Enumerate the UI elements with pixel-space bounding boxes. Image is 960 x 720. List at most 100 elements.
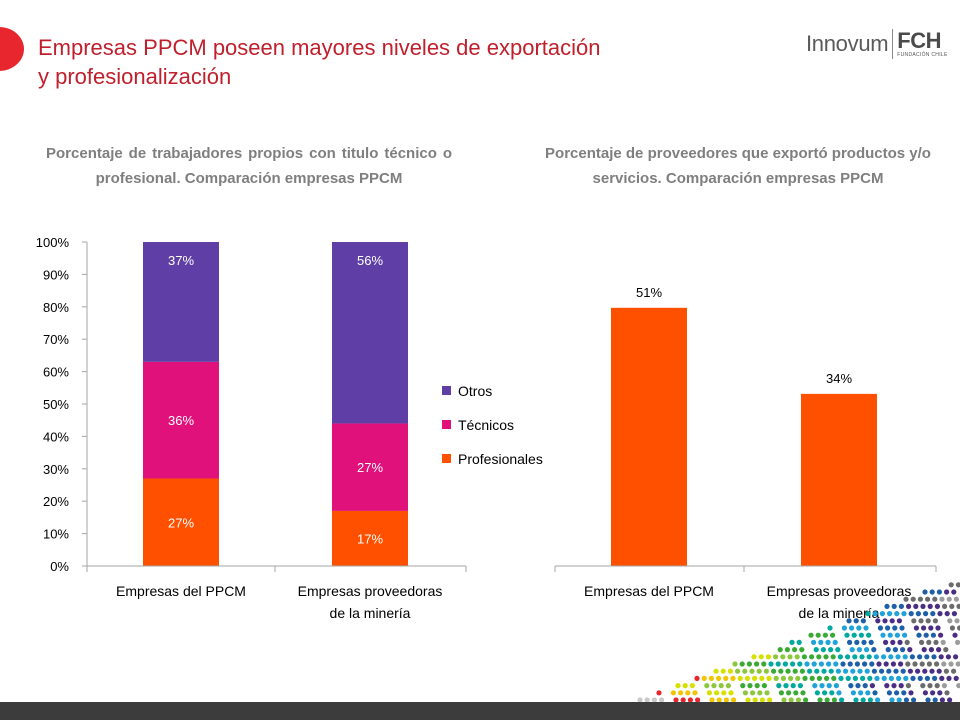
decorative-dot: [938, 632, 944, 638]
decorative-dot: [845, 654, 851, 660]
decorative-dot: [767, 697, 773, 703]
decorative-dot: [957, 625, 960, 631]
decorative-dot: [692, 690, 698, 696]
decorative-dot: [830, 654, 836, 660]
decorative-dot: [771, 668, 777, 674]
decorative-dot: [948, 661, 954, 667]
decorative-dot: [790, 683, 796, 689]
decorative-dot: [754, 683, 760, 689]
decorative-dot: [750, 690, 756, 696]
decorative-dot: [795, 697, 802, 703]
decorative-dot: [903, 596, 909, 602]
decorative-dot: [886, 690, 893, 696]
chart-1-y-tick-label: 40%: [43, 429, 69, 444]
chart-1-data-label: 27%: [357, 460, 383, 475]
decorative-dot: [644, 697, 650, 703]
decorative-dot: [937, 611, 943, 617]
decorative-dot: [730, 675, 736, 682]
decorative-dot: [851, 632, 857, 638]
decorative-dot: [824, 675, 830, 682]
decorative-dot: [903, 675, 909, 682]
decorative-dot: [868, 639, 874, 646]
decorative-dot: [888, 654, 894, 660]
decorative-dot: [682, 683, 688, 689]
decorative-dot: [952, 632, 958, 638]
decorative-dot: [853, 697, 859, 703]
decorative-dot: [925, 697, 931, 703]
decorative-dot: [898, 603, 905, 610]
decorative-dot: [907, 668, 914, 674]
decorative-dot: [915, 668, 921, 674]
decorative-dot: [908, 611, 914, 617]
decorative-dot: [782, 661, 789, 667]
decorative-dot: [835, 668, 842, 674]
decorative-dot: [723, 675, 729, 682]
decorative-dot: [742, 668, 748, 674]
decorative-dot: [928, 647, 935, 653]
decorative-dot: [853, 618, 859, 624]
decorative-dot: [872, 611, 878, 617]
decorative-dot: [932, 675, 938, 682]
decorative-dot: [817, 697, 823, 703]
decorative-dot: [713, 668, 719, 674]
decorative-dot: [941, 683, 948, 689]
decorative-dot: [915, 611, 922, 617]
chart-2-x-tick-label: Empresas proveedoras: [767, 583, 912, 599]
decorative-dot: [788, 697, 794, 703]
decorative-dot: [912, 661, 918, 667]
decorative-dot: [841, 625, 848, 631]
decorative-dot: [845, 675, 851, 682]
decorative-dot: [873, 654, 880, 660]
decorative-dot: [874, 675, 880, 682]
decorative-dot: [901, 611, 907, 617]
chart-1-x-tick-label: Empresas proveedoras: [298, 583, 443, 599]
chart-1-x-tick-label: de la minería: [330, 605, 411, 621]
decorative-dot: [828, 668, 834, 674]
decorative-dot: [932, 596, 938, 602]
decorative-dot: [788, 675, 794, 682]
decorative-dot: [820, 647, 827, 653]
decorative-dot: [944, 589, 950, 595]
decorative-dot: [837, 654, 844, 660]
decorative-dot: [716, 697, 722, 703]
chart-1-y-tick-label: 0%: [50, 559, 69, 574]
decorative-dot: [903, 697, 910, 703]
decorative-dot: [813, 647, 819, 653]
decorative-dot: [804, 661, 810, 667]
chart-2-data-label: 34%: [826, 371, 852, 386]
decorative-dot: [790, 661, 796, 667]
decorative-dot: [808, 632, 814, 638]
chart-1-legend-swatch-profesionales: [442, 454, 451, 463]
decorative-dot: [814, 690, 821, 696]
decorative-dot: [732, 661, 738, 667]
decorative-dot: [871, 668, 878, 674]
decorative-dot: [896, 697, 902, 703]
decorative-dot: [849, 647, 855, 653]
decorative-dot: [891, 603, 897, 610]
decorative-dot: [951, 589, 957, 595]
decorative-dot: [780, 654, 786, 660]
decorative-dot: [949, 625, 956, 631]
decorative-dot: [917, 654, 923, 660]
decorative-dot: [752, 697, 758, 703]
decorative-dot: [920, 683, 926, 689]
logo-innovum-text: Innovum: [806, 31, 889, 56]
decorative-dot: [656, 690, 662, 696]
decorative-dot: [953, 654, 959, 660]
decorative-dot: [709, 697, 715, 703]
decorative-dot: [827, 625, 833, 631]
decorative-dot: [934, 661, 940, 667]
chart-1-bar-segment-otros: [143, 242, 219, 362]
decorative-dot: [763, 668, 770, 674]
decorative-dot: [936, 589, 943, 595]
decorative-dot: [872, 690, 878, 696]
decorative-dot: [869, 661, 875, 667]
decorative-dot: [926, 661, 933, 667]
decorative-dot: [894, 611, 900, 617]
decorative-dot: [856, 625, 862, 631]
chart-2-x-tick-label: Empresas del PPCM: [584, 583, 714, 599]
decorative-dot: [877, 625, 884, 631]
decorative-dot: [939, 596, 945, 602]
